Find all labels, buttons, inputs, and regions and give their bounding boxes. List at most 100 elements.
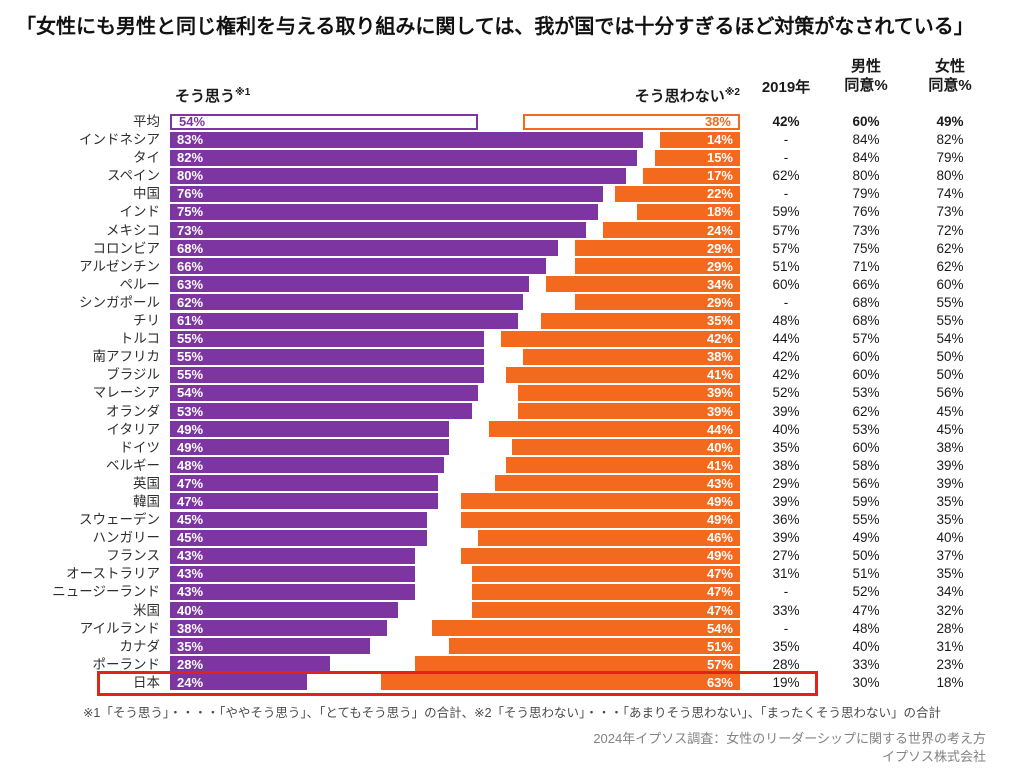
col-2019-value: - [783, 132, 789, 148]
disagree-bar: 46% [477, 529, 740, 546]
col-male-value: 75% [852, 240, 880, 256]
col-male-value: 59% [852, 493, 880, 509]
disagree-bar: 35% [540, 312, 740, 329]
chart-row-0: 平均 54% 38% 42% 60% 49% [0, 113, 1024, 131]
disagree-bar: 39% [517, 384, 740, 401]
col-male-value: 57% [852, 331, 880, 347]
agree-bar: 43% [170, 565, 416, 582]
chart-row-13: 南アフリカ 55% 38% 42% 60% 50% [0, 348, 1024, 366]
agree-bar: 35% [170, 638, 370, 655]
col-female-value: 32% [936, 602, 964, 618]
column-header-female-agree: 女性 同意% [914, 57, 986, 95]
agree-bar: 55% [170, 366, 484, 383]
disagree-bar: 22% [614, 185, 740, 202]
col-male-value: 66% [852, 276, 880, 292]
source-line2: イプソス株式会社 [881, 749, 986, 764]
disagree-footnote-marker: ※2 [724, 87, 740, 98]
disagree-bar: 17% [643, 167, 740, 184]
chart-row-23: ハンガリー 45% 46% 39% 49% 40% [0, 529, 1024, 547]
row-label: イタリア [106, 421, 160, 437]
col-2019-value: 62% [772, 168, 800, 184]
col-male-value: 50% [852, 548, 880, 564]
col-2019-value: 42% [772, 349, 800, 365]
col-male-value: 51% [852, 566, 880, 582]
chart-row-21: 韓国 47% 49% 39% 59% 35% [0, 493, 1024, 511]
col-female-value: 55% [936, 313, 964, 329]
col-female-value: 72% [936, 222, 964, 238]
col-female-value: 60% [936, 276, 964, 292]
col-male-value: 52% [852, 584, 880, 600]
col-female-value: 45% [936, 421, 964, 437]
row-label: ハンガリー [92, 530, 161, 546]
column-header-2019: 2019年 [761, 79, 811, 96]
row-label: 米国 [133, 602, 160, 618]
col-2019-value: 48% [772, 313, 800, 329]
chart-row-11: チリ 61% 35% 48% 68% 55% [0, 312, 1024, 330]
agree-bar: 82% [170, 149, 638, 166]
col-female-value: 34% [936, 584, 964, 600]
row-label: 中国 [133, 186, 160, 202]
col-2019-value: 44% [772, 331, 800, 347]
disagree-bar: 39% [517, 403, 740, 419]
agree-bar: 49% [170, 421, 450, 438]
agree-bar: 62% [170, 294, 524, 311]
row-label: 日本 [133, 674, 160, 690]
col-male-value: 68% [852, 294, 880, 310]
col-male-value: 40% [852, 638, 880, 654]
col-2019-value: 29% [772, 475, 800, 491]
col-female-value: 80% [936, 168, 964, 184]
col-2019-value: 57% [772, 222, 800, 238]
row-label: ブラジル [106, 367, 160, 383]
agree-bar: 45% [170, 529, 427, 546]
row-label: アイルランド [79, 620, 160, 636]
col-female-value: 39% [936, 475, 964, 491]
agree-series-label: そう思う [175, 88, 236, 105]
chart-row-2: タイ 82% 15% - 84% 79% [0, 149, 1024, 167]
row-label: メキシコ [106, 222, 160, 238]
col-male-value: 33% [852, 656, 880, 672]
row-label: インドネシア [79, 132, 160, 148]
row-label: ポーランド [92, 656, 161, 672]
col-2019-value: 59% [772, 204, 800, 220]
chart-row-31: 日本 24% 63% 19% 30% 18% [0, 674, 1024, 692]
col-male-value: 48% [852, 620, 880, 636]
disagree-bar: 14% [660, 131, 740, 148]
female-header-line1: 女性 [934, 58, 965, 75]
disagree-bar: 47% [472, 583, 740, 600]
agree-bar: 83% [170, 131, 644, 148]
col-2019-value: 42% [772, 367, 800, 383]
col-2019-value: - [783, 294, 789, 310]
col-2019-value: 35% [772, 439, 800, 455]
col-male-value: 56% [852, 475, 880, 491]
col-2019-value: 27% [772, 548, 800, 564]
disagree-bar: 40% [512, 439, 740, 456]
col-female-value: 28% [936, 620, 964, 636]
row-label: チリ [133, 313, 160, 329]
source-attribution: 2024年イプソス調査：女性のリーダーシップに関する世界の考え方 イプソス株式会… [386, 730, 986, 766]
col-male-value: 71% [852, 258, 880, 274]
disagree-bar: 43% [494, 475, 740, 492]
row-label: シンガポール [79, 294, 160, 310]
col-2019-value: - [783, 150, 789, 166]
row-label: オーストラリア [66, 566, 160, 582]
col-female-value: 55% [936, 294, 964, 310]
col-2019-value: 38% [772, 457, 800, 473]
chart-row-19: ベルギー 48% 41% 38% 58% 39% [0, 457, 1024, 475]
disagree-bar: 29% [574, 258, 740, 275]
disagree-bar: 57% [415, 656, 740, 673]
disagree-bar: 63% [380, 674, 740, 691]
row-label: ペルー [119, 276, 161, 292]
chart-row-10: シンガポール 62% 29% - 68% 55% [0, 294, 1024, 312]
col-2019-value: 39% [772, 403, 800, 419]
chart-row-4: 中国 76% 22% - 79% 74% [0, 185, 1024, 203]
col-female-value: 38% [936, 439, 964, 455]
col-female-value: 54% [936, 331, 964, 347]
col-female-value: 74% [936, 186, 964, 202]
col-2019-value: 35% [772, 638, 800, 654]
agree-bar: 80% [170, 167, 626, 184]
male-header-line2: 同意% [844, 77, 888, 94]
chart-row-9: ペルー 63% 34% 60% 66% 60% [0, 276, 1024, 294]
row-label: マレーシア [92, 385, 160, 401]
row-label: ドイツ [119, 439, 161, 455]
chart-row-17: イタリア 49% 44% 40% 53% 45% [0, 421, 1024, 439]
